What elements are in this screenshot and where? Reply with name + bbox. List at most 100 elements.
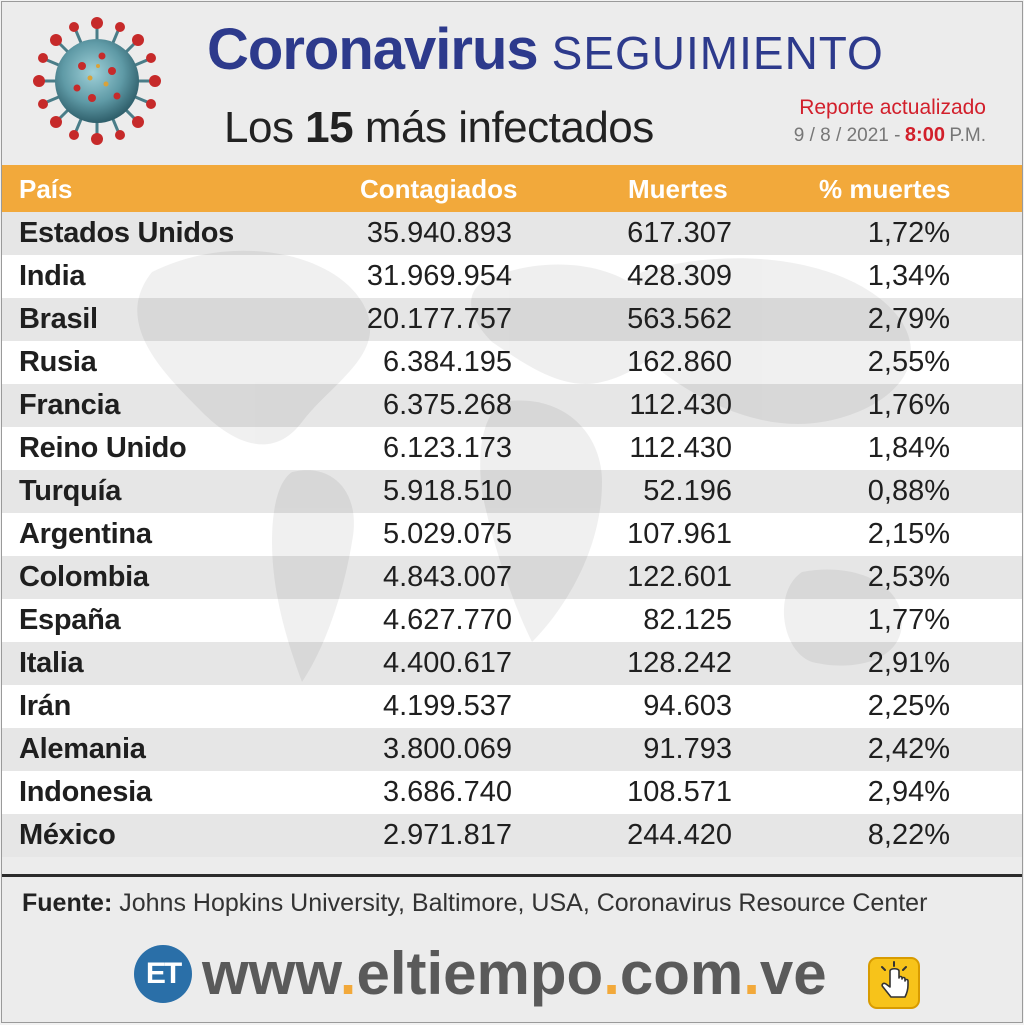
website-url: www.eltiempo.com.ve — [202, 939, 827, 1009]
table-body: Estados Unidos 35.940.893 617.307 1,72% Indi… — [2, 212, 1022, 857]
footer: ET www.eltiempo.com.ve — [2, 927, 1022, 1022]
url-part: eltiempo — [356, 940, 604, 1007]
header-deaths: Muertes — [628, 174, 728, 204]
cell-cases: 4.400.617 — [382, 647, 512, 679]
table-row: Argentina 5.029.075 107.961 2,15% — [2, 513, 1022, 556]
subtitle-pre: Los — [224, 103, 306, 152]
header-country: País — [19, 174, 73, 204]
table-row: Irán 4.199.537 94.603 2,25% — [2, 685, 1022, 728]
cell-country: Turquía — [19, 475, 122, 507]
cell-pct: 2,53% — [867, 561, 950, 593]
cell-country: México — [19, 819, 116, 851]
cell-pct: 2,91% — [867, 647, 950, 679]
header-cases: Contagiados — [360, 174, 518, 204]
cell-cases: 6.123.173 — [382, 432, 512, 464]
cell-pct: 1,77% — [867, 604, 950, 636]
report-date: 9 / 8 / 2021 - — [793, 125, 901, 146]
cell-pct: 2,15% — [867, 518, 950, 550]
cell-deaths: 52.196 — [643, 475, 732, 507]
cell-deaths: 108.571 — [627, 776, 732, 808]
cell-country: Estados Unidos — [19, 217, 234, 249]
cell-country: Francia — [19, 389, 121, 421]
cell-cases: 5.029.075 — [382, 518, 512, 550]
cell-deaths: 244.420 — [627, 819, 732, 851]
cell-country: Rusia — [19, 346, 97, 378]
cell-cases: 20.177.757 — [366, 303, 512, 335]
title-light: SEGUIMIENTO — [551, 27, 884, 79]
cell-country: Indonesia — [19, 776, 152, 808]
cell-cases: 6.384.195 — [382, 346, 512, 378]
table-row: Italia 4.400.617 128.242 2,91% — [2, 642, 1022, 685]
source-line: Fuente: Johns Hopkins University, Baltim… — [22, 886, 927, 920]
cell-pct: 2,42% — [867, 733, 950, 765]
table-row: Indonesia 3.686.740 108.571 2,94% — [2, 771, 1022, 814]
url-part: com — [619, 940, 744, 1007]
table-row: Rusia 6.384.195 162.860 2,55% — [2, 341, 1022, 384]
report-ampm: P.M. — [949, 125, 986, 146]
cell-cases: 5.918.510 — [382, 475, 512, 507]
coronavirus-icon — [33, 17, 161, 145]
cell-deaths: 122.601 — [627, 561, 732, 593]
cell-cases: 2.971.817 — [382, 819, 512, 851]
cell-country: Reino Unido — [19, 432, 187, 464]
table-row: España 4.627.770 82.125 1,77% — [2, 599, 1022, 642]
page-title: Coronavirus SEGUIMIENTO — [207, 20, 884, 84]
cell-cases: 3.800.069 — [382, 733, 512, 765]
cell-country: Argentina — [19, 518, 152, 550]
cell-cases: 4.199.537 — [382, 690, 512, 722]
subtitle-number: 15 — [305, 103, 354, 152]
et-logo-icon: ET — [134, 945, 192, 1003]
report-label: Reporte actualizado — [799, 96, 986, 119]
cell-pct: 2,79% — [867, 303, 950, 335]
table-row: Brasil 20.177.757 563.562 2,79% — [2, 298, 1022, 341]
cell-cases: 31.969.954 — [366, 260, 512, 292]
divider — [2, 874, 1022, 877]
cell-pct: 1,72% — [867, 217, 950, 249]
table-header: País Contagiados Muertes % muertes — [2, 165, 1022, 213]
cell-deaths: 617.307 — [627, 217, 732, 249]
cell-country: España — [19, 604, 121, 636]
cell-country: India — [19, 260, 86, 292]
table-row: Francia 6.375.268 112.430 1,76% — [2, 384, 1022, 427]
cell-pct: 8,22% — [867, 819, 950, 851]
table-row: India 31.969.954 428.309 1,34% — [2, 255, 1022, 298]
cell-country: Brasil — [19, 303, 98, 335]
cell-cases: 4.627.770 — [382, 604, 512, 636]
cell-pct: 1,34% — [867, 260, 950, 292]
url-dot: . — [603, 940, 620, 1007]
table-row: Turquía 5.918.510 52.196 0,88% — [2, 470, 1022, 513]
cell-deaths: 94.603 — [643, 690, 732, 722]
cell-country: Irán — [19, 690, 71, 722]
report-info: Reporte actualizado 9 / 8 / 2021 - 8:00 … — [794, 94, 986, 150]
cell-deaths: 112.430 — [629, 432, 732, 464]
report-time: 8:00 — [904, 124, 945, 146]
cell-deaths: 428.309 — [627, 260, 732, 292]
url-dot: . — [743, 940, 760, 1007]
source-label: Fuente: — [22, 889, 113, 917]
cell-country: Colombia — [19, 561, 149, 593]
cell-deaths: 112.430 — [629, 389, 732, 421]
source-text: Johns Hopkins University, Baltimore, USA… — [112, 889, 928, 917]
cell-deaths: 128.242 — [627, 647, 732, 679]
click-hand-icon — [868, 957, 920, 1009]
cell-cases: 4.843.007 — [382, 561, 512, 593]
url-part: www — [202, 940, 340, 1007]
cell-country: Alemania — [19, 733, 146, 765]
table-row: Estados Unidos 35.940.893 617.307 1,72% — [2, 212, 1022, 255]
table-row: Colombia 4.843.007 122.601 2,53% — [2, 556, 1022, 599]
cell-cases: 3.686.740 — [382, 776, 512, 808]
cell-pct: 2,25% — [867, 690, 950, 722]
table-row: Reino Unido 6.123.173 112.430 1,84% — [2, 427, 1022, 470]
cell-pct: 2,94% — [867, 776, 950, 808]
cell-pct: 1,76% — [867, 389, 950, 421]
subtitle-post: más infectados — [353, 103, 654, 152]
cell-cases: 6.375.268 — [382, 389, 512, 421]
cell-deaths: 162.860 — [627, 346, 732, 378]
cell-deaths: 563.562 — [627, 303, 732, 335]
cell-country: Italia — [19, 647, 84, 679]
page-subtitle: Los 15 más infectados — [224, 98, 654, 158]
url-dot: . — [339, 940, 357, 1007]
title-bold: Coronavirus — [207, 17, 539, 82]
table-row: México 2.971.817 244.420 8,22% — [2, 814, 1022, 857]
